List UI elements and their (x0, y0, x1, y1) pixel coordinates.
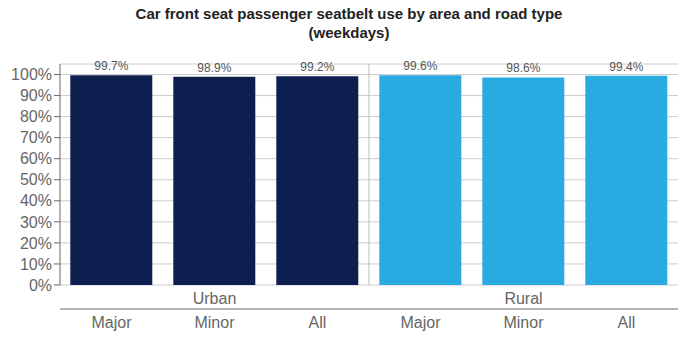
svg-text:90%: 90% (20, 87, 52, 104)
svg-text:Minor: Minor (503, 314, 544, 331)
svg-text:50%: 50% (20, 171, 52, 188)
svg-text:80%: 80% (20, 108, 52, 125)
svg-text:30%: 30% (20, 214, 52, 231)
svg-text:98.6%: 98.6% (506, 61, 540, 75)
svg-text:20%: 20% (20, 235, 52, 252)
svg-text:10%: 10% (20, 256, 52, 273)
svg-text:98.9%: 98.9% (197, 61, 231, 75)
svg-text:99.6%: 99.6% (403, 59, 437, 73)
svg-text:All: All (309, 314, 327, 331)
svg-text:70%: 70% (20, 129, 52, 146)
svg-text:Major: Major (400, 314, 441, 331)
svg-text:Urban: Urban (193, 290, 237, 307)
html-text:Car front seat passenger seatb: Car front seat passenger seatbelt use by… (135, 5, 563, 41)
svg-text:99.4%: 99.4% (609, 60, 643, 74)
svg-text:Major: Major (91, 314, 132, 331)
svg-text:0%: 0% (29, 277, 52, 294)
svg-text:60%: 60% (20, 150, 52, 167)
svg-text:40%: 40% (20, 192, 52, 209)
svg-text:Rural: Rural (504, 290, 542, 307)
svg-text:99.2%: 99.2% (300, 60, 334, 74)
svg-text:All: All (618, 314, 636, 331)
svg-text:Minor: Minor (194, 314, 235, 331)
svg-text:99.7%: 99.7% (94, 59, 128, 73)
svg-text:100%: 100% (11, 66, 52, 83)
